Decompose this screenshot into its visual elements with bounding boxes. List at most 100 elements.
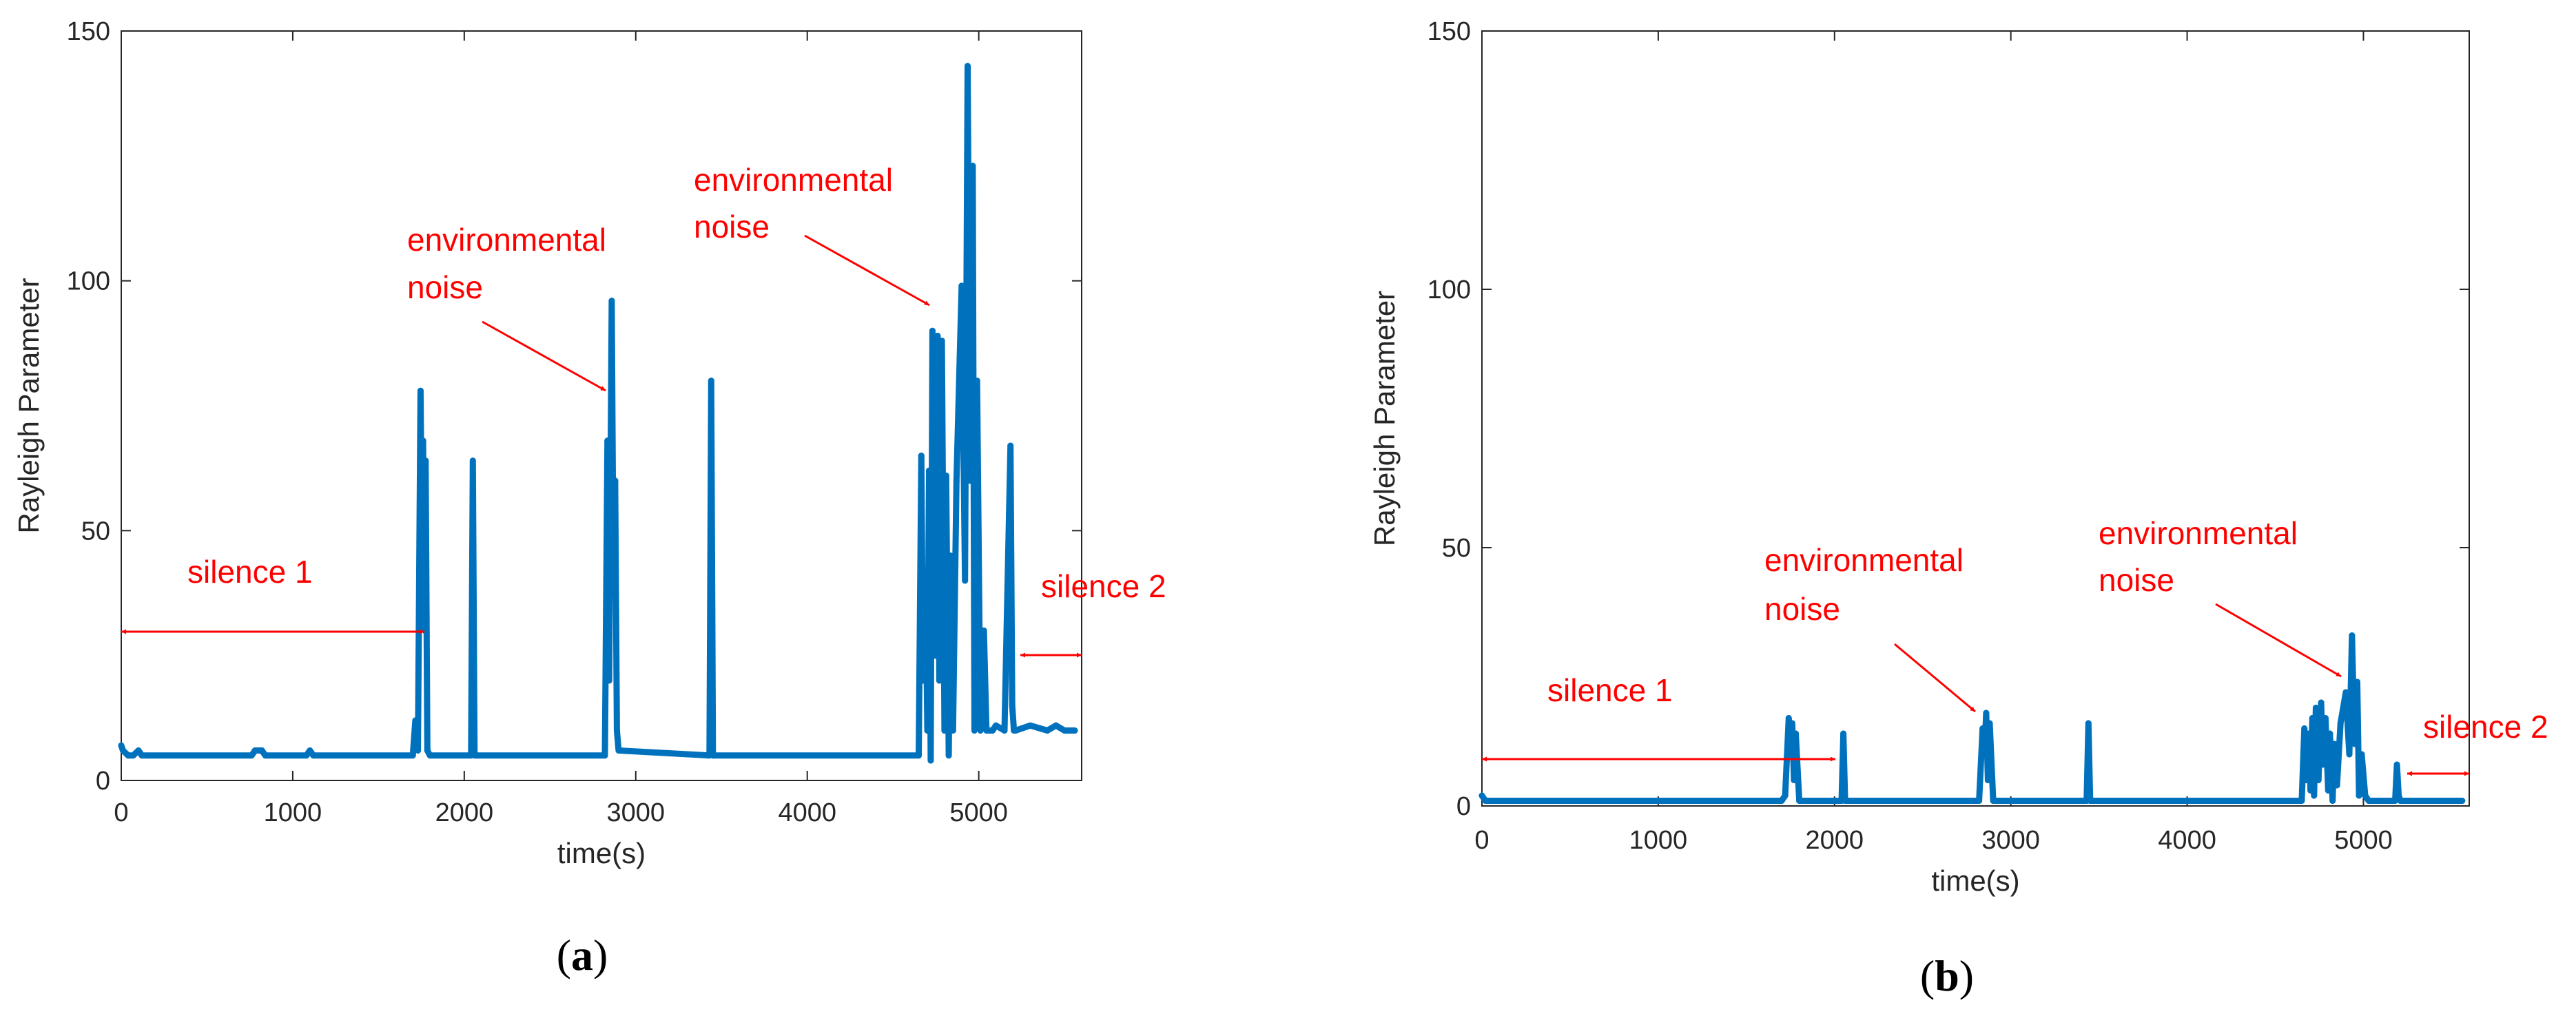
data-point (942, 473, 949, 479)
data-point (1981, 751, 1988, 758)
data-point (1983, 710, 1990, 716)
data-point (415, 747, 422, 754)
data-point (2392, 798, 2399, 804)
data-point (931, 652, 938, 659)
x-tick-label: 3000 (1981, 826, 2040, 855)
x-tick-label: 1000 (264, 798, 322, 827)
data-point (2459, 798, 2466, 804)
annotation-text: environmental (407, 222, 606, 258)
data-point (1778, 798, 1785, 804)
annotation-text: silence 2 (2423, 709, 2548, 745)
y-tick-label: 100 (1428, 276, 1471, 304)
x-tick-label: 0 (1474, 826, 1489, 855)
data-point (949, 727, 956, 734)
data-point (980, 627, 987, 634)
data-point (1489, 798, 1496, 804)
data-point (1845, 798, 1852, 804)
data-point (248, 752, 255, 759)
data-point (2327, 730, 2333, 737)
data-point (2331, 741, 2338, 747)
data-point (1044, 727, 1051, 734)
annotation-text: noise (694, 209, 770, 245)
data-point (615, 747, 622, 754)
data-point (130, 752, 136, 759)
axes-box (1481, 30, 2470, 807)
data-point (2351, 741, 2358, 747)
data-point (2320, 761, 2327, 768)
data-point (2349, 632, 2356, 639)
y-tick-label: 0 (96, 767, 110, 796)
data-point (2085, 720, 2092, 727)
data-point (1787, 751, 1794, 758)
panel-b: 0 1000 2000 3000 4000 5000 0 50 100 150 time(s) Ray… (1368, 17, 2548, 1000)
data-point (119, 747, 126, 754)
data-point (1796, 798, 1803, 804)
data-point (143, 752, 150, 759)
data-point (251, 747, 258, 754)
data-point (422, 627, 429, 634)
x-axis-label: time(s) (1931, 864, 2019, 897)
data-point (936, 677, 942, 684)
data-point (967, 477, 973, 484)
data-point (469, 457, 476, 464)
data-point (2309, 715, 2316, 721)
data-point (1785, 715, 1792, 721)
data-point (1007, 442, 1014, 449)
data-point (262, 752, 269, 759)
data-point (1071, 727, 1078, 734)
y-tick-label: 50 (81, 517, 110, 546)
x-tick-label: 1000 (1629, 826, 1688, 855)
data-point (711, 752, 718, 759)
data-point (947, 552, 954, 559)
data-point (118, 742, 125, 749)
data-point (964, 63, 971, 70)
data-point (2354, 679, 2361, 685)
data-point (1840, 730, 1847, 737)
data-point (993, 722, 1000, 729)
data-point (916, 752, 923, 759)
data-point (2301, 725, 2308, 732)
data-point (1979, 725, 1986, 732)
data-point (612, 477, 619, 484)
x-tick-label: 4000 (2158, 826, 2216, 855)
y-tick-label: 100 (67, 267, 110, 296)
annotation-arrow (804, 234, 930, 307)
data-point (424, 747, 431, 754)
data-point (2378, 798, 2384, 804)
data-point (1061, 727, 1068, 734)
annotation-text: environmental (1764, 542, 1964, 578)
data-point (412, 717, 419, 724)
x-tick-label: 0 (114, 798, 128, 827)
data-point (2088, 798, 2095, 804)
annotation-text: noise (1764, 591, 1840, 627)
data-point (1478, 792, 1485, 799)
panel-caption: (a) (557, 931, 608, 980)
data-point (138, 752, 145, 759)
data-point (2356, 792, 2362, 799)
data-point (1012, 727, 1019, 734)
panel-a: 0 1000 2000 3000 4000 5000 0 50 100 150 time(s) Ray… (12, 17, 1166, 980)
data-point (2325, 787, 2331, 794)
y-tick-label: 50 (1442, 534, 1471, 563)
data-point (419, 577, 426, 584)
data-point (422, 457, 429, 464)
data-point (2311, 792, 2318, 799)
data-point (2315, 777, 2322, 783)
data-point (258, 747, 265, 754)
data-point (2346, 751, 2353, 758)
data-point (303, 752, 310, 759)
data-point (1990, 798, 1997, 804)
x-tick-label: 2000 (1806, 826, 1864, 855)
data-point (2358, 751, 2365, 758)
data-point (475, 752, 482, 759)
data-point (2298, 798, 2305, 804)
data-point (1791, 777, 1797, 783)
data-point (1984, 777, 1991, 783)
data-point (426, 752, 433, 759)
data-point (610, 577, 617, 584)
annotation-text: environmental (2099, 515, 2298, 551)
data-point (409, 752, 416, 759)
data-point (1482, 798, 1489, 804)
data-point (1009, 702, 1016, 709)
